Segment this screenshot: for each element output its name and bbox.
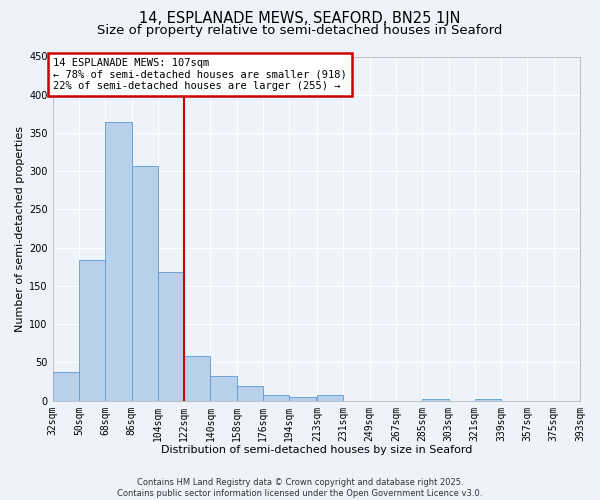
Bar [475, 399, 501, 400]
Text: Size of property relative to semi-detached houses in Seaford: Size of property relative to semi-detach… [97, 24, 503, 37]
Bar [79, 260, 105, 400]
Bar [289, 397, 316, 400]
Text: 14 ESPLANADE MEWS: 107sqm
← 78% of semi-detached houses are smaller (918)
22% of: 14 ESPLANADE MEWS: 107sqm ← 78% of semi-… [53, 58, 347, 91]
Y-axis label: Number of semi-detached properties: Number of semi-detached properties [15, 126, 25, 332]
Bar [422, 399, 449, 400]
Bar [237, 386, 263, 400]
Bar [211, 376, 237, 400]
Text: Contains HM Land Registry data © Crown copyright and database right 2025.
Contai: Contains HM Land Registry data © Crown c… [118, 478, 482, 498]
Bar [184, 356, 211, 401]
Bar [263, 394, 289, 400]
Bar [53, 372, 79, 400]
X-axis label: Distribution of semi-detached houses by size in Seaford: Distribution of semi-detached houses by … [161, 445, 472, 455]
Bar [158, 272, 184, 400]
Bar [131, 166, 158, 400]
Bar [317, 396, 343, 400]
Bar [105, 122, 131, 400]
Text: 14, ESPLANADE MEWS, SEAFORD, BN25 1JN: 14, ESPLANADE MEWS, SEAFORD, BN25 1JN [139, 11, 461, 26]
